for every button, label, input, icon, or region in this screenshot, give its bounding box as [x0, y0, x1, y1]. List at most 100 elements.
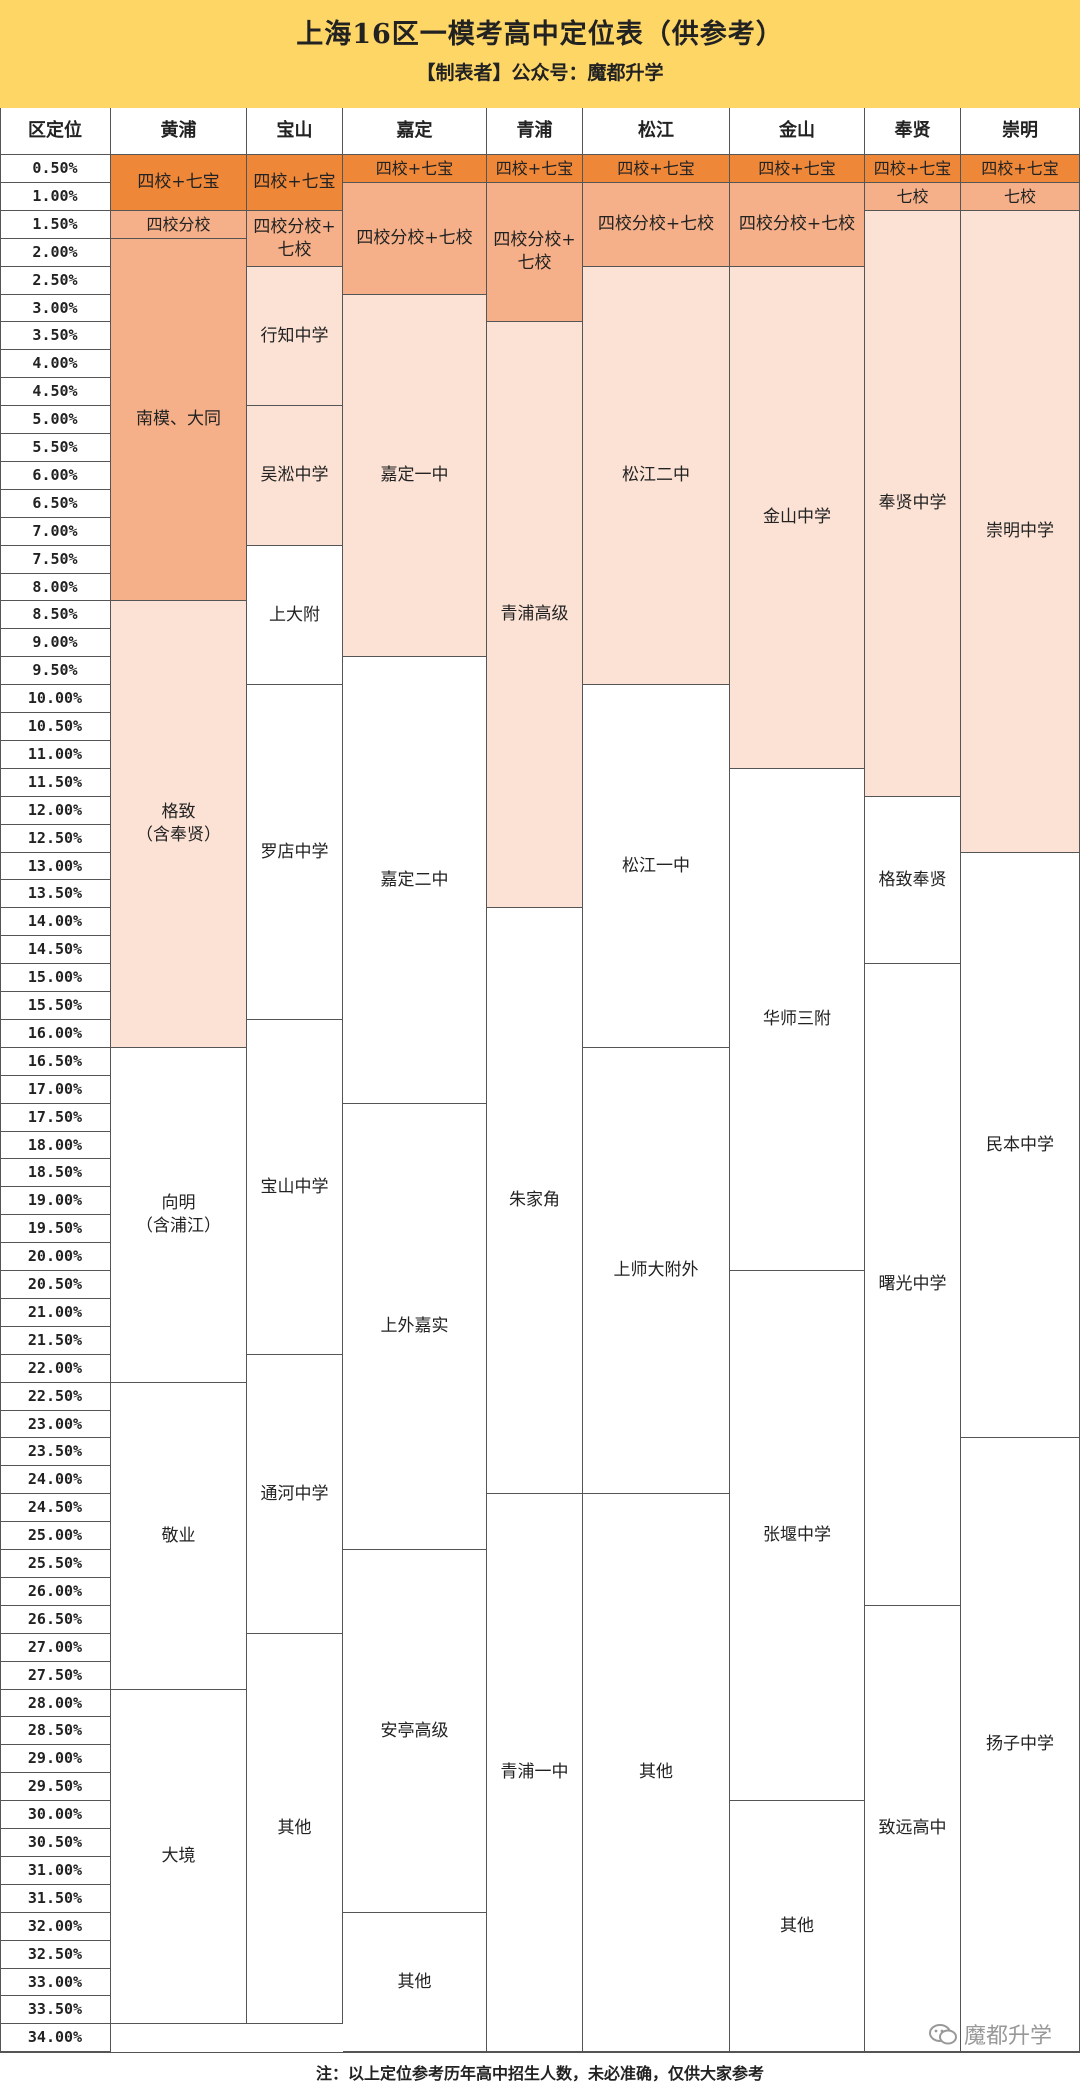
percentile-cell: 29.00% — [0, 1745, 111, 1773]
school-block: 四校分校+七校 — [730, 183, 865, 267]
percentile-cell: 13.00% — [0, 853, 111, 880]
percentile-cell: 31.00% — [0, 1857, 111, 1885]
percentile-cell: 34.00% — [0, 2024, 111, 2052]
percentile-cell: 9.50% — [0, 657, 111, 685]
school-block: 南模、大同 — [111, 239, 247, 601]
page-subtitle: 【制表者】公众号：魔都升学 — [416, 62, 664, 84]
school-block: 向明 （含浦江） — [111, 1048, 247, 1383]
school-block: 四校+七宝 — [247, 155, 343, 211]
school-block: 四校分校+七校 — [343, 183, 487, 295]
percentile-cell: 33.50% — [0, 1996, 111, 2024]
percentile-cell: 19.50% — [0, 1215, 111, 1243]
school-block: 四校+七宝 — [343, 155, 487, 183]
percentile-cell: 12.50% — [0, 825, 111, 853]
watermark: 魔都升学 — [928, 2018, 1052, 2050]
school-block: 上外嘉实 — [343, 1104, 487, 1550]
percentile-cell: 26.00% — [0, 1578, 111, 1606]
percentile-cell: 14.00% — [0, 908, 111, 936]
percentile-cell: 8.50% — [0, 601, 111, 629]
percentile-cell: 22.00% — [0, 1355, 111, 1383]
school-block: 四校+七宝 — [961, 155, 1080, 183]
school-block: 四校分校 — [111, 211, 247, 239]
school-block: 格致奉贤 — [865, 797, 961, 964]
column-header-district: 崇明 — [961, 108, 1080, 155]
school-block: 敬业 — [111, 1383, 247, 1690]
school-block: 嘉定二中 — [343, 657, 487, 1104]
school-block: 四校+七宝 — [583, 155, 730, 183]
percentile-cell: 32.00% — [0, 1913, 111, 1941]
percentile-cell: 28.00% — [0, 1690, 111, 1717]
percentile-cell: 20.50% — [0, 1271, 111, 1299]
footer-note: 注：以上定位参考历年高中招生人数，未必准确，仅供大家参考 — [0, 2052, 1080, 2090]
percentile-cell: 5.50% — [0, 434, 111, 462]
percentile-cell: 23.50% — [0, 1438, 111, 1466]
percentile-cell: 15.50% — [0, 992, 111, 1020]
school-block: 朱家角 — [487, 908, 583, 1494]
percentile-cell: 28.50% — [0, 1717, 111, 1745]
percentile-cell: 21.00% — [0, 1299, 111, 1327]
school-block: 民本中学 — [961, 853, 1080, 1438]
column-header-district: 奉贤 — [865, 108, 961, 155]
column-header-district: 青浦 — [487, 108, 583, 155]
percentile-cell: 27.00% — [0, 1634, 111, 1662]
percentile-cell: 16.50% — [0, 1048, 111, 1076]
school-block: 其他 — [247, 1634, 343, 2024]
percentile-cell: 22.50% — [0, 1383, 111, 1411]
percentile-cell: 10.50% — [0, 713, 111, 741]
school-block: 七校 — [865, 183, 961, 211]
percentile-cell: 12.00% — [0, 797, 111, 825]
school-block: 其他 — [583, 1494, 730, 2052]
school-block: 罗店中学 — [247, 685, 343, 1020]
percentile-cell: 21.50% — [0, 1327, 111, 1355]
percentile-cell: 25.00% — [0, 1522, 111, 1550]
page-title: 上海16区一模考高中定位表（供参考） — [296, 19, 784, 50]
column-header-district: 金山 — [730, 108, 865, 155]
school-block: 四校+七宝 — [487, 155, 583, 183]
column-header-district: 松江 — [583, 108, 730, 155]
school-block: 宝山中学 — [247, 1020, 343, 1355]
percentile-cell: 30.00% — [0, 1801, 111, 1829]
school-block: 曙光中学 — [865, 964, 961, 1606]
percentile-cell: 7.50% — [0, 546, 111, 574]
percentile-cell: 23.00% — [0, 1411, 111, 1438]
percentile-cell: 8.00% — [0, 574, 111, 601]
school-block: 崇明中学 — [961, 211, 1080, 853]
percentile-cell: 6.50% — [0, 490, 111, 518]
percentile-cell: 2.50% — [0, 267, 111, 295]
percentile-cell: 3.50% — [0, 322, 111, 350]
school-block: 四校分校+七校 — [583, 183, 730, 267]
school-block: 格致 （含奉贤） — [111, 601, 247, 1048]
school-block: 七校 — [961, 183, 1080, 211]
school-block: 上大附 — [247, 546, 343, 685]
school-block: 四校+七宝 — [111, 155, 247, 211]
percentile-cell: 25.50% — [0, 1550, 111, 1578]
wechat-icon — [928, 2024, 957, 2045]
percentile-cell: 14.50% — [0, 936, 111, 964]
school-block: 扬子中学 — [961, 1438, 1080, 2052]
percentile-cell: 30.50% — [0, 1829, 111, 1857]
percentile-cell: 24.00% — [0, 1466, 111, 1494]
school-block: 其他 — [730, 1801, 865, 2052]
percentile-cell: 20.00% — [0, 1243, 111, 1271]
school-block: 金山中学 — [730, 267, 865, 769]
school-block: 致远高中 — [865, 1606, 961, 2052]
school-block: 四校分校+ 七校 — [247, 211, 343, 267]
school-block: 四校+七宝 — [865, 155, 961, 183]
column-header-district: 嘉定 — [343, 108, 487, 155]
percentile-cell: 2.00% — [0, 239, 111, 267]
percentile-cell: 9.00% — [0, 629, 111, 657]
percentile-cell: 31.50% — [0, 1885, 111, 1913]
column-header-percentile: 区定位 — [0, 108, 111, 155]
school-block: 吴淞中学 — [247, 406, 343, 546]
school-block: 安亭高级 — [343, 1550, 487, 1913]
percentile-cell: 18.50% — [0, 1159, 111, 1187]
percentile-cell: 32.50% — [0, 1941, 111, 1969]
school-block: 青浦一中 — [487, 1494, 583, 2052]
percentile-cell: 7.00% — [0, 518, 111, 546]
school-block: 四校+七宝 — [730, 155, 865, 183]
percentile-cell: 24.50% — [0, 1494, 111, 1522]
school-block: 上师大附外 — [583, 1048, 730, 1494]
school-block: 奉贤中学 — [865, 211, 961, 797]
percentile-cell: 27.50% — [0, 1662, 111, 1690]
